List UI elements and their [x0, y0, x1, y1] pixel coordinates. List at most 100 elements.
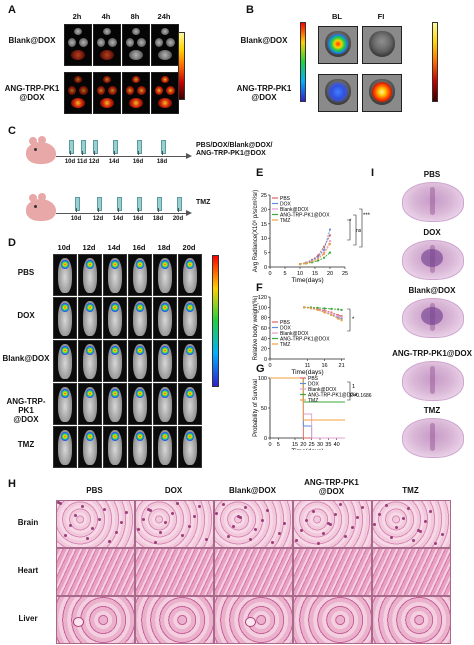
x-tick-label: 10 — [297, 271, 303, 277]
x-tick-label: 20 — [327, 271, 333, 277]
brain-outline — [369, 31, 395, 57]
nucleus — [57, 501, 60, 504]
tumor-signal — [185, 345, 195, 355]
nucleus — [149, 509, 152, 512]
panel-label-c: C — [8, 125, 16, 137]
data-point — [340, 317, 343, 320]
timeline-arrowhead-icon — [186, 153, 192, 159]
organ-signal — [126, 38, 134, 47]
tumor-signal — [160, 259, 170, 269]
series-line — [304, 306, 342, 311]
coronal-section — [402, 361, 464, 401]
he-stain-image — [214, 548, 293, 596]
timeline-day-label: 18d — [156, 159, 168, 165]
organ-image — [93, 24, 121, 66]
panel-b-colorbar-fi — [432, 22, 438, 102]
data-point — [309, 307, 313, 310]
nucleus — [249, 538, 252, 541]
brain-image — [318, 74, 358, 112]
treatment-group-label: PBS/DOX/Blank@DOX/ANG-TRP-PK1@DOX — [196, 142, 273, 157]
coronal-section — [402, 418, 464, 458]
panel-label-g: G — [256, 363, 265, 375]
organ-signal — [108, 38, 117, 47]
panel-i-label: PBS — [423, 170, 441, 179]
panel-i-label: ANG-TRP-PK1@DOX — [392, 349, 472, 358]
data-point — [330, 313, 333, 317]
panel-b-row-label: Blank@DOX — [240, 36, 288, 45]
nucleus — [193, 515, 196, 518]
x-axis-label: Time(days) — [291, 277, 323, 284]
mouse-bli-image — [178, 383, 202, 425]
he-stain-image — [372, 500, 451, 548]
data-point — [316, 308, 319, 312]
tumor-signal — [185, 431, 195, 441]
syringe-icon — [75, 197, 80, 211]
organ-signal — [103, 76, 111, 83]
tumor-signal — [85, 431, 95, 441]
timeline-day-label: 16d — [132, 216, 144, 222]
timeline-arrowhead-icon — [186, 210, 192, 216]
x-tick-label: 0 — [268, 442, 271, 448]
data-point — [316, 306, 319, 309]
nucleus — [254, 528, 257, 531]
nucleus — [181, 534, 184, 537]
data-point — [316, 257, 320, 261]
series-line — [299, 235, 331, 265]
nucleus — [339, 503, 342, 506]
mouse-bli-image — [128, 383, 152, 425]
syringe-needle-icon — [70, 151, 71, 155]
tumor-signal — [185, 388, 195, 398]
mouse-bli-image — [78, 254, 102, 296]
tumor-signal — [110, 431, 120, 441]
organ-signal — [137, 38, 146, 47]
organ-signal — [100, 98, 114, 108]
organ-signal — [161, 28, 169, 35]
nucleus — [115, 531, 118, 534]
significance-label: * — [352, 317, 355, 323]
panel-d-row-label: Blank@DOX — [2, 354, 50, 363]
nucleus — [171, 512, 174, 515]
nucleus — [434, 542, 437, 545]
panel-d-col-label: 18d — [157, 243, 171, 252]
panel-label-b: B — [246, 4, 254, 16]
mouse-bli-image — [153, 383, 177, 425]
syringe-needle-icon — [138, 151, 139, 155]
organ-signal — [74, 28, 82, 35]
timeline-day-label: 11d — [76, 159, 87, 165]
panel-h-col-label: TMZ — [402, 486, 419, 495]
nucleus — [266, 509, 269, 512]
panel-h-row-label: Heart — [17, 566, 39, 575]
syringe-needle-icon — [162, 151, 163, 155]
nucleus — [407, 507, 410, 510]
he-stain-image — [56, 548, 135, 596]
organ-image — [151, 24, 179, 66]
legend-label: ANG-TRP-PK1@DOX — [280, 337, 330, 343]
syringe-icon — [177, 197, 182, 211]
series-line — [299, 229, 331, 265]
nucleus — [402, 517, 405, 520]
x-tick-label: 40 — [334, 442, 340, 448]
panel-b-col-label: BL — [332, 12, 342, 21]
data-point — [340, 316, 343, 319]
nucleus — [351, 526, 354, 529]
organ-signal — [79, 86, 88, 95]
nucleus — [429, 510, 432, 513]
series-line — [270, 377, 345, 421]
mouse-ear-icon — [29, 194, 37, 202]
mouse-bli-image — [178, 297, 202, 339]
organ-signal — [166, 38, 175, 47]
panel-d-row-label: ANG-TRP-PK1 @DOX — [6, 397, 46, 424]
nucleus — [227, 535, 230, 538]
y-tick-label: 50 — [261, 406, 267, 412]
organ-signal — [158, 98, 172, 108]
panel-a-row-label: ANG-TRP-PK1 @DOX — [4, 84, 60, 102]
data-point — [302, 306, 306, 309]
brain-signal — [372, 82, 392, 102]
significance-label: * — [349, 219, 352, 225]
nucleus — [159, 531, 162, 534]
significance-label: *** — [363, 213, 371, 219]
syringe-needle-icon — [114, 151, 115, 155]
mouse-bli-image — [53, 383, 77, 425]
x-tick-label: 16 — [321, 363, 327, 369]
legend-label: PBS — [280, 196, 291, 202]
